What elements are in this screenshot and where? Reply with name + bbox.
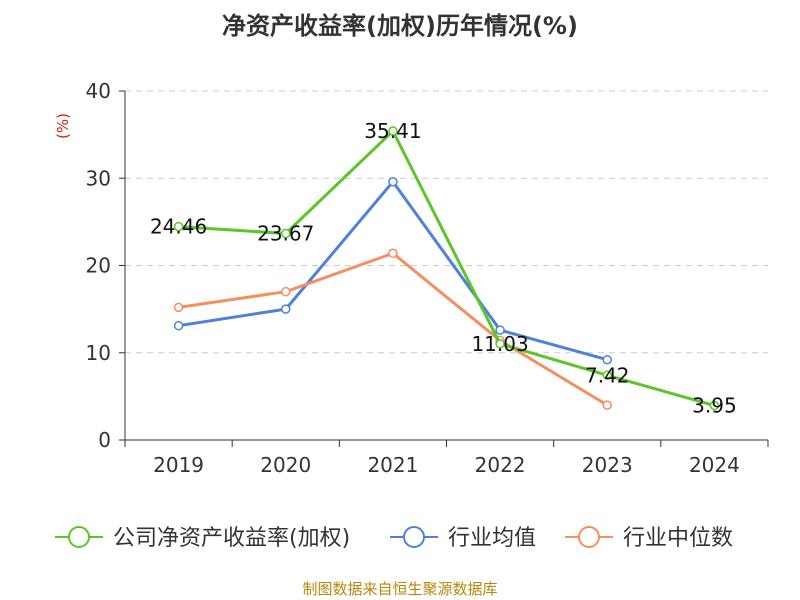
legend-label: 公司净资产收益率(加权) xyxy=(113,526,350,551)
data-label: 7.42 xyxy=(585,363,630,387)
data-point xyxy=(173,221,184,232)
data-label: 3.95 xyxy=(692,394,737,418)
y-tick-label: 0 xyxy=(98,428,111,452)
data-point xyxy=(602,370,612,381)
data-point xyxy=(388,248,398,259)
y-axis-label: (%) xyxy=(54,113,72,139)
chart-title: 净资产收益率(加权)历年情况(%) xyxy=(222,12,578,40)
x-tick-label: 2021 xyxy=(367,453,418,477)
data-point xyxy=(388,176,398,187)
data-point xyxy=(495,325,505,335)
data-point xyxy=(495,339,505,349)
x-tick-label: 2023 xyxy=(582,453,633,477)
axes: 0 10 20 30 40 (%) 2019 2020 2021 2022 2023 2024 xyxy=(54,79,769,477)
legend-item: 行业中位数 xyxy=(565,526,733,551)
data-point xyxy=(388,126,398,136)
data-point xyxy=(281,228,291,239)
data-point xyxy=(173,320,184,331)
data-point xyxy=(709,400,720,411)
grid-lines xyxy=(125,90,768,354)
y-tick-label: 10 xyxy=(86,341,111,365)
data-label: 35.41 xyxy=(364,119,421,143)
legend-item: 行业均值 xyxy=(390,526,536,551)
series-line xyxy=(178,129,715,407)
data-point xyxy=(602,354,612,365)
data-labels: 24.46 23.67 35.41 11.03 7.42 3.95 xyxy=(150,119,737,417)
source-note: 制图数据来自恒生聚源数据库 xyxy=(302,580,498,598)
x-tick-label: 2019 xyxy=(153,453,204,477)
y-tick-label: 40 xyxy=(86,79,111,103)
data-point xyxy=(281,286,291,297)
data-label: 24.46 xyxy=(150,215,207,239)
legend-item: 公司净资产收益率(加权) xyxy=(55,526,350,551)
legend-swatch-marker xyxy=(578,526,600,548)
legend-swatch-marker xyxy=(68,526,90,548)
data-point xyxy=(173,302,184,313)
y-tick-label: 30 xyxy=(86,166,111,190)
series-lines xyxy=(173,126,720,411)
x-tick-label: 2024 xyxy=(689,453,740,477)
data-label: 11.03 xyxy=(471,332,528,356)
legend-label: 行业中位数 xyxy=(623,526,733,551)
data-point xyxy=(281,304,291,314)
series-line xyxy=(178,180,608,362)
legend-label: 行业均值 xyxy=(448,526,536,551)
data-label: 23.67 xyxy=(257,221,314,245)
legend: 公司净资产收益率(加权) 行业均值 行业中位数 xyxy=(55,526,733,551)
x-tick-label: 2020 xyxy=(260,453,311,477)
legend-swatch-marker xyxy=(403,526,425,548)
series-line xyxy=(178,251,609,407)
x-tick-label: 2022 xyxy=(475,453,526,477)
y-tick-label: 20 xyxy=(86,254,111,278)
data-point xyxy=(602,400,612,410)
